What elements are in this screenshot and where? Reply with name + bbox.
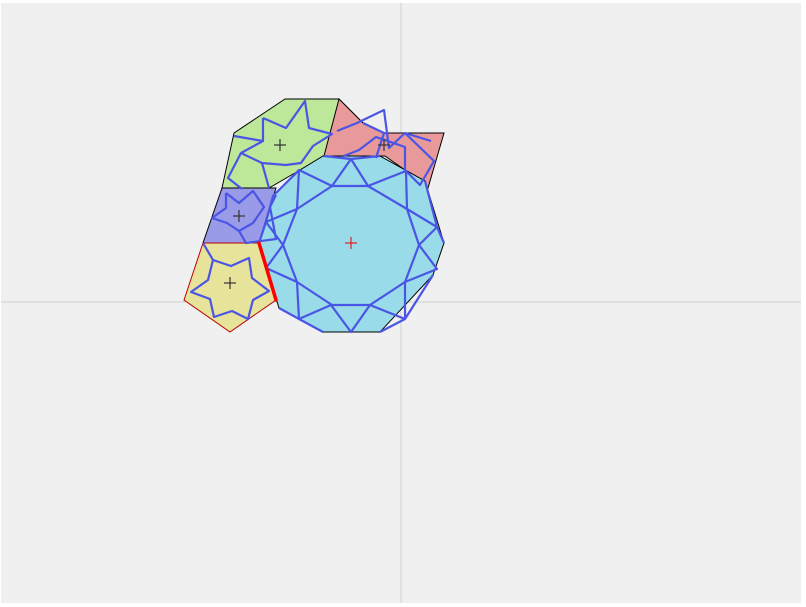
tiling-canvas[interactable] xyxy=(1,3,801,603)
tiling-svg[interactable] xyxy=(1,3,801,603)
